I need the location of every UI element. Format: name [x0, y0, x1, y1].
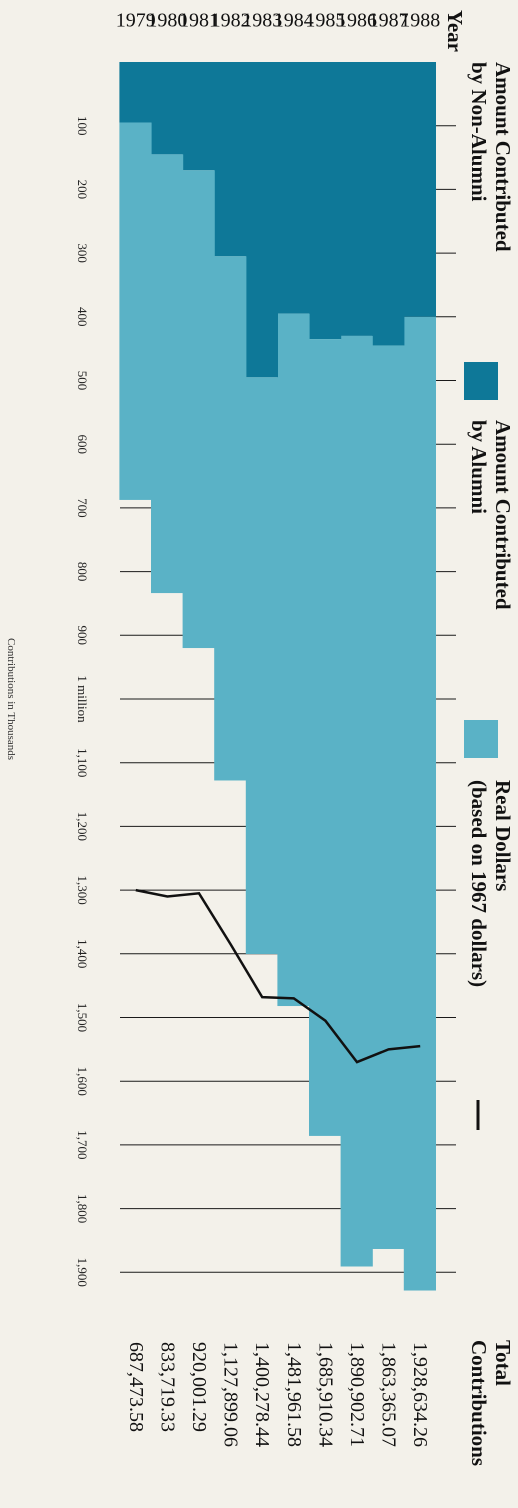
x-tick-label: 1,500: [75, 1003, 90, 1032]
x-tick-label: 800: [75, 562, 90, 582]
total-label-1980: 833,719.33: [156, 1342, 178, 1432]
bar-non-alumni-1985: [308, 62, 342, 340]
bar-non-alumni-1980: [151, 62, 184, 155]
total-label-1987: 1,863,365.07: [378, 1342, 400, 1447]
total-label-1984: 1,481,961.58: [283, 1342, 305, 1447]
year-label-1985: 1985: [305, 10, 345, 32]
x-tick-label: 600: [75, 434, 90, 454]
bar-non-alumni-1983: [245, 62, 278, 378]
x-tick-label: 1,300: [75, 875, 90, 904]
year-label-1982: 1982: [211, 10, 251, 32]
chart-labels: 1988 1,928,634.26 1987 1,863,365.07 1986 1,89…: [5, 10, 515, 1466]
total-label-1986: 1,890,902.71: [346, 1342, 368, 1447]
year-label-1980: 1980: [147, 10, 187, 32]
stacked-bars: [119, 62, 436, 1291]
total-label-1979: 687,473.58: [125, 1342, 147, 1432]
x-tick-label: 1,900: [75, 1258, 90, 1287]
real-dollars-line-layer: [135, 888, 421, 1064]
bar-non-alumni-1982: [214, 62, 247, 257]
x-tick-label: 900: [75, 626, 90, 646]
bar-alumni-1979: [119, 122, 152, 500]
bar-alumni-1981: [182, 170, 215, 649]
bar-non-alumni-1988: [403, 62, 436, 317]
legend-label-0: Amount Contributedby Non-Alumni: [467, 62, 515, 252]
bar-alumni-1984: [277, 313, 310, 1007]
x-tick-label: 400: [75, 307, 90, 327]
year-label-1987: 1987: [369, 10, 409, 32]
legend-swatch-0: [464, 362, 498, 400]
year-label-1981: 1981: [179, 10, 219, 32]
x-tick-label: 1,200: [75, 812, 90, 841]
total-header: TotalContributions: [467, 1340, 515, 1466]
legend-swatch-1: [464, 720, 498, 758]
x-tick-label: 100: [75, 116, 90, 136]
bar-alumni-1983: [245, 377, 278, 954]
x-tick-label: 300: [75, 243, 90, 263]
bar-alumni-1986: [340, 335, 373, 1267]
year-label-1988: 1988: [400, 10, 440, 32]
bar-non-alumni-1986: [340, 62, 373, 336]
legend-label-2: Real Dollars(based on 1967 dollars): [467, 780, 515, 987]
x-tick-label: 1 million: [75, 675, 90, 723]
total-label-1988: 1,928,634.26: [409, 1342, 431, 1447]
bar-alumni-1988: [403, 316, 436, 1291]
total-label-1982: 1,127,899.06: [220, 1342, 242, 1447]
x-tick-label: 1,100: [75, 748, 90, 777]
year-label-1986: 1986: [337, 10, 377, 32]
legend: Amount Contributedby Non-Alumni Amount Co…: [464, 62, 515, 1130]
x-tick-label: 1,600: [75, 1067, 90, 1096]
real-dollars-line: [135, 888, 421, 1064]
year-label-1983: 1983: [242, 10, 282, 32]
bar-non-alumni-1987: [372, 62, 405, 346]
x-tick-label: 200: [75, 180, 90, 200]
x-tick-label: 500: [75, 371, 90, 391]
bar-non-alumni-1981: [182, 62, 215, 171]
total-label-1985: 1,685,910.34: [314, 1342, 336, 1447]
x-tick-label: 1,700: [75, 1130, 90, 1159]
legend-label-1: Amount Contributedby Alumni: [467, 420, 515, 610]
bar-alumni-1987: [372, 345, 405, 1249]
x-tick-label: 700: [75, 498, 90, 518]
bar-non-alumni-1984: [277, 62, 310, 314]
x-axis-title: Contributions in Thousands: [5, 638, 17, 760]
bar-alumni-1980: [151, 154, 184, 594]
year-label-1984: 1984: [274, 10, 314, 32]
bar-alumni-1982: [214, 256, 247, 781]
bar-alumni-1985: [308, 339, 342, 1136]
total-label-1983: 1,400,278.44: [251, 1342, 273, 1447]
year-label-1979: 1979: [116, 10, 156, 32]
year-header: Year: [443, 10, 467, 52]
x-tick-label: 1,800: [75, 1194, 90, 1223]
total-label-1981: 920,001.29: [188, 1342, 210, 1432]
x-tick-label: 1,400: [75, 939, 90, 968]
bar-non-alumni-1979: [119, 62, 152, 123]
